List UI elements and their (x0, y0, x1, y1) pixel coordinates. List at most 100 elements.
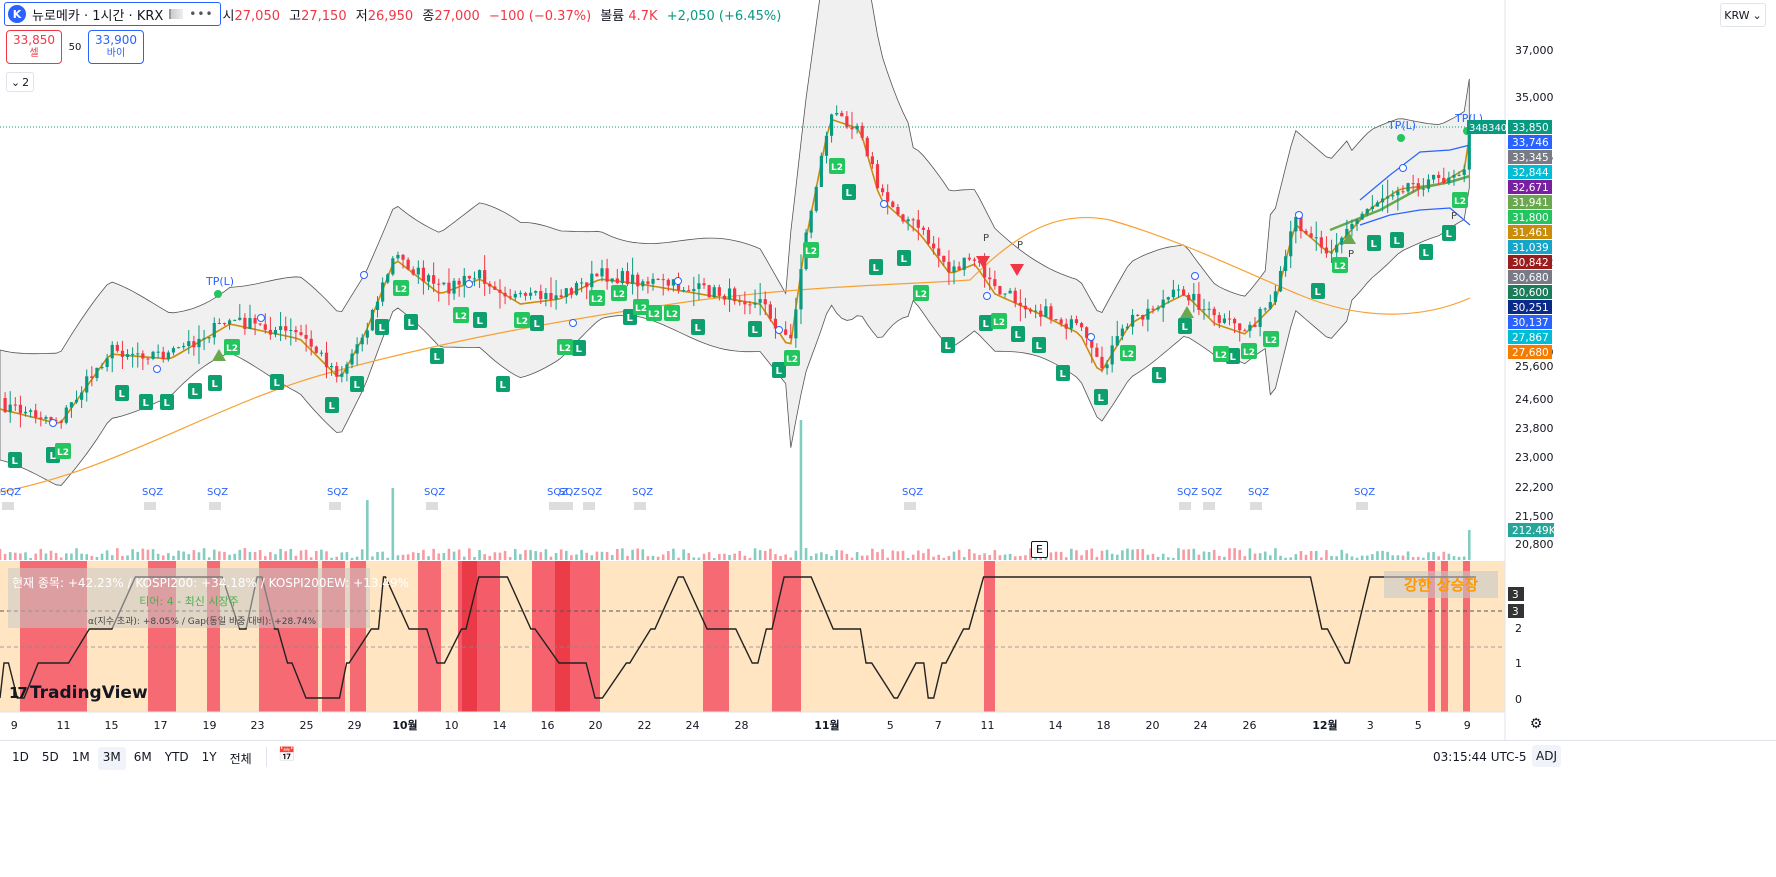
candle-body (8, 404, 12, 413)
volume-bar (1289, 557, 1293, 560)
squeeze-bar (144, 502, 156, 510)
range-YTD[interactable]: YTD (164, 750, 189, 764)
long-signal-marker (748, 321, 762, 337)
volume-bar (1386, 551, 1389, 560)
volume-bar (1411, 557, 1415, 560)
candle-body (1192, 293, 1196, 301)
settings-gear-icon[interactable]: ⚙ (1529, 716, 1543, 732)
clock[interactable]: 03:15:44 UTC-5 (1433, 750, 1527, 764)
long2-signal-label: L2 (1215, 351, 1227, 361)
candle-body (227, 320, 232, 325)
candle-body (472, 278, 477, 280)
candle-body (426, 275, 431, 282)
volume-bar (70, 553, 73, 560)
price-badge-label: 32,844 (1512, 167, 1549, 179)
candle-body (1299, 216, 1303, 232)
volume-bar (39, 548, 43, 560)
flag-icon[interactable] (169, 9, 184, 19)
candle-body (962, 257, 966, 270)
range-1D[interactable]: 1D (12, 750, 29, 764)
volume-bar (1284, 557, 1287, 560)
time-axis-label: 18 (1097, 719, 1111, 732)
volume-bar (406, 554, 410, 560)
range-5D[interactable]: 5D (41, 750, 59, 764)
candle-body (294, 329, 298, 333)
currency-selector[interactable]: KRW ⌄ (1720, 3, 1766, 27)
volume-bar (682, 549, 685, 560)
long-signal-label: L (627, 313, 634, 324)
volume-bar (983, 553, 986, 560)
sell-signal-triangle (976, 256, 990, 268)
candle-body (80, 392, 84, 400)
candle-body (365, 330, 369, 338)
candle-body (809, 210, 813, 233)
volume-bar (411, 552, 415, 560)
candle-body (620, 271, 625, 284)
candle-body (1125, 326, 1130, 329)
volume-bar (19, 553, 22, 560)
candle-body (309, 338, 313, 347)
range-1M[interactable]: 1M (71, 750, 90, 764)
candle-body (697, 283, 701, 289)
candle-body (498, 289, 502, 293)
more-icon[interactable]: ••• (189, 7, 214, 21)
time-axis-label: 5 (887, 719, 894, 732)
volume-bar (901, 550, 905, 560)
range-전체[interactable]: 전체 (229, 752, 252, 766)
tradingview-logo[interactable]: 17 TradingView (9, 683, 148, 703)
candle-body (44, 417, 48, 419)
long-signal-marker (1311, 283, 1325, 299)
candle-body (1187, 295, 1191, 301)
symbol-selector[interactable]: K 뉴로메카 · 1시간 · KRX ••• (4, 2, 221, 26)
long-signal-label: L (901, 254, 908, 265)
candle-body (1406, 183, 1410, 192)
volume-bar (1253, 553, 1257, 560)
volume-bar (763, 550, 767, 560)
candle-body (758, 299, 762, 303)
indicators-toggle[interactable]: ⌄ 2 (6, 72, 34, 92)
candle-body (136, 353, 140, 355)
date-range-icon[interactable]: 📅 (278, 747, 296, 763)
volume-bar (1105, 549, 1109, 560)
candle-body (243, 317, 247, 329)
volume-bar (366, 500, 369, 560)
range-6M[interactable]: 6M (133, 750, 152, 764)
buy-signal-triangle (1342, 232, 1356, 244)
candle-body (391, 258, 395, 275)
channel-lower (1359, 207, 1471, 226)
volume-bar (534, 551, 537, 560)
squeeze-label: SQZ (581, 487, 602, 498)
long-signal-label: L (354, 380, 361, 391)
long2-signal-label: L2 (1243, 348, 1255, 358)
candle-body (773, 318, 778, 329)
candle-body (1345, 228, 1349, 238)
squeeze-label: SQZ (142, 487, 163, 498)
range-1Y[interactable]: 1Y (201, 750, 217, 764)
candle-body (886, 192, 890, 202)
volume-bar (927, 548, 930, 560)
volume-bar (554, 553, 558, 560)
long-signal-label: L (1182, 322, 1189, 333)
candle-body (829, 114, 834, 136)
event-marker[interactable]: E (1031, 541, 1048, 558)
long2-signal-marker (646, 305, 662, 321)
volume-bar (1177, 548, 1180, 560)
squeeze-label: SQZ (632, 487, 653, 498)
volume-bar (610, 555, 614, 560)
volume-bar (845, 553, 849, 560)
volume-bar (192, 550, 196, 560)
volume-bar (1360, 555, 1364, 560)
buy-button[interactable]: 33,900 바이 (88, 30, 144, 64)
adj-button[interactable]: ADJ (1532, 745, 1561, 767)
long-signal-marker (270, 374, 284, 390)
squeeze-bar (209, 502, 221, 510)
range-3M[interactable]: 3M (97, 747, 126, 770)
candle-body (1284, 256, 1288, 271)
performance-info-box: 현재 종목: +42.23% / KOSPI200: +34.18% / KOS… (8, 568, 409, 628)
time-axis-label: 23 (251, 719, 265, 732)
sell-button[interactable]: 33,850 셀 (6, 30, 62, 64)
price-badge-label: 30,251 (1512, 302, 1549, 314)
time-axis-label: 3 (1367, 719, 1374, 732)
candle-body (595, 273, 599, 277)
